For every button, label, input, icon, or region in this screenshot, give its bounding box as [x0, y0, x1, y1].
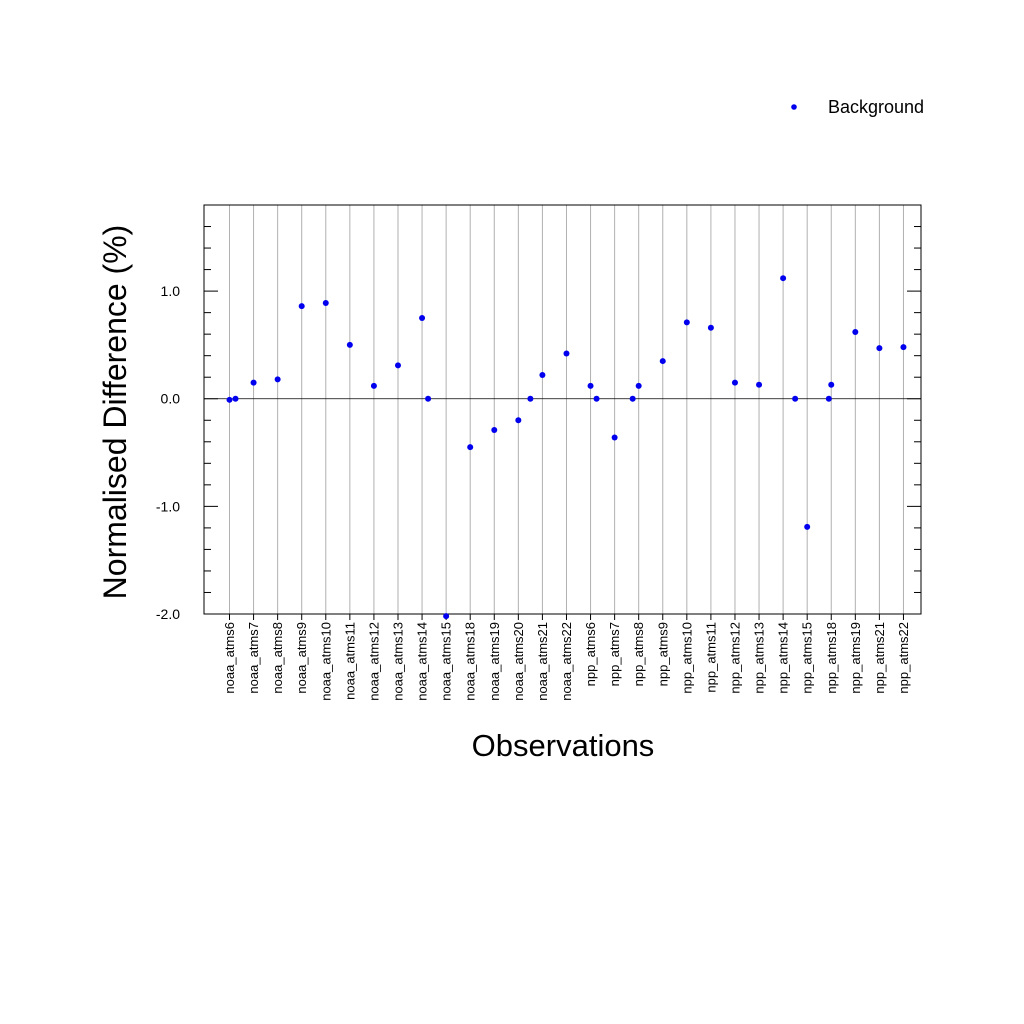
- grid-layer: [229, 205, 904, 620]
- x-tick-label: noaa_atms9: [294, 622, 309, 694]
- x-tick-label: noaa_atms7: [246, 622, 261, 694]
- data-point: [780, 275, 787, 282]
- data-point: [828, 381, 835, 388]
- data-point: [852, 329, 859, 336]
- x-tick-label: npp_atms10: [679, 622, 694, 694]
- legend-label: Background: [828, 97, 924, 117]
- data-point: [443, 613, 450, 620]
- data-point: [707, 324, 714, 331]
- y-tick-label: 1.0: [161, 283, 181, 299]
- y-tick-label: -2.0: [156, 606, 180, 622]
- x-tick-label: noaa_atms12: [366, 622, 381, 701]
- x-tick-label: noaa_atms20: [511, 622, 526, 701]
- x-tick-label: noaa_atms6: [222, 622, 237, 694]
- x-tick-label: npp_atms9: [655, 622, 670, 686]
- x-tick-label: npp_atms6: [583, 622, 598, 686]
- data-point: [792, 395, 799, 402]
- data-point: [491, 426, 498, 433]
- x-tick-label: npp_atms13: [752, 622, 767, 694]
- data-point: [731, 379, 738, 386]
- x-tick-label: noaa_atms19: [487, 622, 502, 701]
- legend-marker: [791, 104, 797, 110]
- data-point: [322, 299, 329, 306]
- data-point: [900, 344, 907, 351]
- x-tick-label: npp_atms19: [848, 622, 863, 694]
- data-point: [425, 395, 432, 402]
- x-tick-label: noaa_atms21: [535, 622, 550, 701]
- data-point: [539, 372, 546, 379]
- data-point: [683, 319, 690, 326]
- data-point: [876, 345, 883, 352]
- x-tick-label: npp_atms11: [703, 622, 718, 693]
- data-points: [226, 275, 907, 620]
- data-point: [527, 395, 534, 402]
- x-tick-label: npp_atms22: [896, 622, 911, 694]
- data-point: [232, 395, 239, 402]
- data-point: [274, 376, 281, 383]
- y-tick-label: 0.0: [161, 391, 181, 407]
- x-tick-label: noaa_atms10: [318, 622, 333, 701]
- data-point: [756, 381, 763, 388]
- y-axis-label: Normalised Difference (%): [97, 225, 133, 600]
- x-tick-label: npp_atms14: [776, 622, 791, 694]
- x-tick-label: npp_atms21: [872, 622, 887, 694]
- data-point: [370, 382, 377, 389]
- x-tick-label: npp_atms8: [631, 622, 646, 686]
- x-tick-label: npp_atms7: [607, 622, 622, 686]
- x-tick-label: npp_atms12: [727, 622, 742, 694]
- data-point: [394, 362, 401, 369]
- data-point: [659, 358, 666, 365]
- x-tick-label: npp_atms18: [824, 622, 839, 694]
- data-point: [298, 303, 305, 310]
- data-point: [635, 382, 642, 389]
- x-tick-label: noaa_atms22: [559, 622, 574, 701]
- data-point: [804, 523, 811, 530]
- data-point: [346, 341, 353, 348]
- x-axis-label: Observations: [472, 728, 655, 763]
- plot-frame: [203, 204, 922, 615]
- data-point: [226, 396, 233, 403]
- data-point: [515, 417, 522, 424]
- x-tick-label: noaa_atms14: [415, 622, 430, 701]
- x-tick-label: noaa_atms15: [439, 622, 454, 701]
- data-point: [825, 395, 832, 402]
- data-point: [629, 395, 636, 402]
- data-point: [587, 382, 594, 389]
- legend: Background: [791, 97, 924, 117]
- x-tick-label: noaa_atms18: [463, 622, 478, 701]
- y-tick-labels: 1.0 0.0 -1.0 -2.0: [156, 283, 180, 622]
- data-point: [467, 444, 474, 451]
- data-point: [250, 379, 257, 386]
- x-tick-label: noaa_atms13: [390, 622, 405, 701]
- x-tick-label: noaa_atms8: [270, 622, 285, 694]
- data-point: [419, 315, 426, 322]
- x-tick-labels: noaa_atms6 noaa_atms7 noaa_atms8 noaa_atms9…: [222, 622, 911, 701]
- data-point: [611, 434, 618, 441]
- data-point: [563, 350, 570, 357]
- x-tick-label: noaa_atms11: [342, 622, 357, 700]
- axis-ticks: [204, 204, 921, 615]
- x-tick-label: npp_atms15: [800, 622, 815, 694]
- data-point: [593, 395, 600, 402]
- y-tick-label: -1.0: [156, 498, 180, 514]
